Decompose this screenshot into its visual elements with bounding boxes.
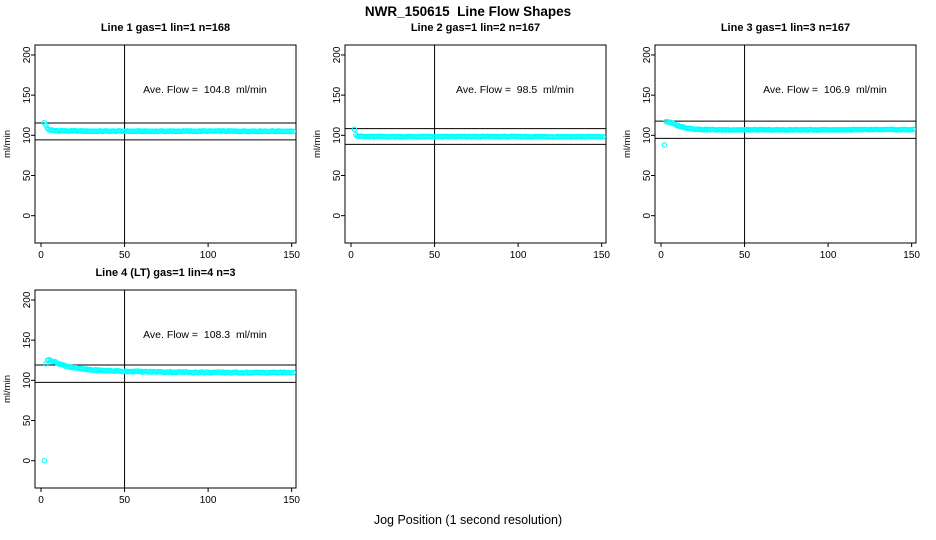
svg-text:100: 100 (200, 495, 217, 506)
svg-text:50: 50 (119, 250, 131, 261)
svg-text:50: 50 (739, 250, 751, 261)
svg-text:50: 50 (642, 170, 653, 182)
svg-text:0: 0 (348, 250, 354, 261)
y-axis-ticks: 0 50 100 150 200 (22, 46, 35, 218)
svg-text:0: 0 (22, 212, 33, 218)
x-axis-ticks: 0 50 100 150 (348, 243, 610, 261)
y-axis-label: ml/min (2, 375, 13, 403)
svg-text:100: 100 (200, 250, 217, 261)
svg-text:150: 150 (903, 250, 920, 261)
plot-canvas-line-3: 0 50 100 150 0 50 100 150 200 ml/min (622, 44, 920, 261)
svg-text:100: 100 (332, 127, 343, 144)
svg-text:100: 100 (22, 372, 33, 389)
plot-box (654, 44, 917, 244)
svg-text:150: 150 (283, 495, 300, 506)
flow-point (910, 126, 917, 133)
svg-text:50: 50 (332, 170, 343, 182)
y-axis-label: ml/min (312, 130, 323, 158)
svg-text:200: 200 (642, 46, 653, 63)
y-axis-label: ml/min (2, 130, 13, 158)
svg-text:200: 200 (332, 46, 343, 63)
svg-text:0: 0 (22, 457, 33, 463)
y-axis-ticks: 0 50 100 150 200 (22, 291, 35, 463)
data-points (661, 118, 917, 148)
figure-title: NWR_150615 Line Flow Shapes (364, 4, 572, 19)
svg-text:200: 200 (22, 46, 33, 63)
svg-text:150: 150 (22, 331, 33, 348)
panel-title-line-2: Line 2 gas=1 lin=2 n=167 (410, 22, 541, 34)
x-axis-ticks: 0 50 100 150 (658, 243, 920, 261)
plot-box (34, 289, 297, 489)
svg-text:150: 150 (593, 250, 610, 261)
svg-text:100: 100 (820, 250, 837, 261)
y-axis-ticks: 0 50 100 150 200 (642, 46, 655, 218)
svg-text:0: 0 (658, 250, 664, 261)
svg-text:0: 0 (38, 250, 44, 261)
plot-canvas-line-2: 0 50 100 150 0 50 100 150 200 ml/min (312, 44, 610, 261)
panel-line-2: 0 50 100 150 0 50 100 150 200 ml/min Line 2 gas=1… (310, 20, 622, 265)
svg-text:50: 50 (22, 415, 33, 427)
svg-text:100: 100 (642, 127, 653, 144)
svg-text:150: 150 (642, 86, 653, 103)
ave-flow-annotation-line-3: Ave. Flow = 106.9 ml/min (763, 84, 887, 96)
svg-text:0: 0 (642, 212, 653, 218)
y-axis-ticks: 0 50 100 150 200 (332, 46, 345, 218)
svg-text:50: 50 (119, 495, 131, 506)
flow-point (290, 369, 297, 376)
svg-text:0: 0 (332, 212, 343, 218)
svg-text:150: 150 (332, 86, 343, 103)
svg-text:50: 50 (429, 250, 441, 261)
panel-line-1: 0 50 100 150 0 50 100 150 200 ml/min Line 1 gas=1… (0, 20, 312, 265)
x-axis-label: Jog Position (1 second resolution) (373, 513, 563, 527)
x-axis-ticks: 0 50 100 150 (38, 488, 300, 506)
svg-text:150: 150 (22, 86, 33, 103)
plot-canvas-line-1: 0 50 100 150 0 50 100 150 200 ml/min (2, 44, 300, 261)
ave-flow-annotation-line-1: Ave. Flow = 104.8 ml/min (143, 84, 267, 96)
svg-text:150: 150 (283, 250, 300, 261)
plot-box (34, 44, 297, 244)
svg-text:200: 200 (22, 291, 33, 308)
panel-line-3: 0 50 100 150 0 50 100 150 200 ml/min Line 3 gas=1… (620, 20, 932, 265)
ave-flow-annotation-line-2: Ave. Flow = 98.5 ml/min (456, 84, 574, 96)
panel-title-line-3: Line 3 gas=1 lin=3 n=167 (720, 22, 851, 34)
svg-text:100: 100 (22, 127, 33, 144)
flow-point (41, 457, 48, 464)
ave-flow-annotation-line-4: Ave. Flow = 108.3 ml/min (143, 329, 267, 341)
svg-text:100: 100 (510, 250, 527, 261)
flow-point (290, 128, 297, 134)
svg-text:0: 0 (38, 495, 44, 506)
svg-text:50: 50 (22, 170, 33, 182)
data-points (41, 119, 297, 135)
data-points (351, 126, 607, 140)
flow-point (661, 142, 668, 148)
y-axis-label: ml/min (622, 130, 633, 158)
data-points (41, 356, 297, 464)
x-axis-ticks: 0 50 100 150 (38, 243, 300, 261)
panel-title-line-4: Line 4 (LT) gas=1 lin=4 n=3 (95, 267, 236, 279)
plot-canvas-line-4: 0 50 100 150 0 50 100 150 200 ml/min (2, 289, 300, 506)
flow-point (351, 126, 358, 132)
panel-title-line-1: Line 1 gas=1 lin=1 n=168 (100, 22, 231, 34)
panel-line-4: 0 50 100 150 0 50 100 150 200 ml/min Line 4 (LT) … (0, 265, 312, 510)
flow-point (600, 134, 607, 140)
